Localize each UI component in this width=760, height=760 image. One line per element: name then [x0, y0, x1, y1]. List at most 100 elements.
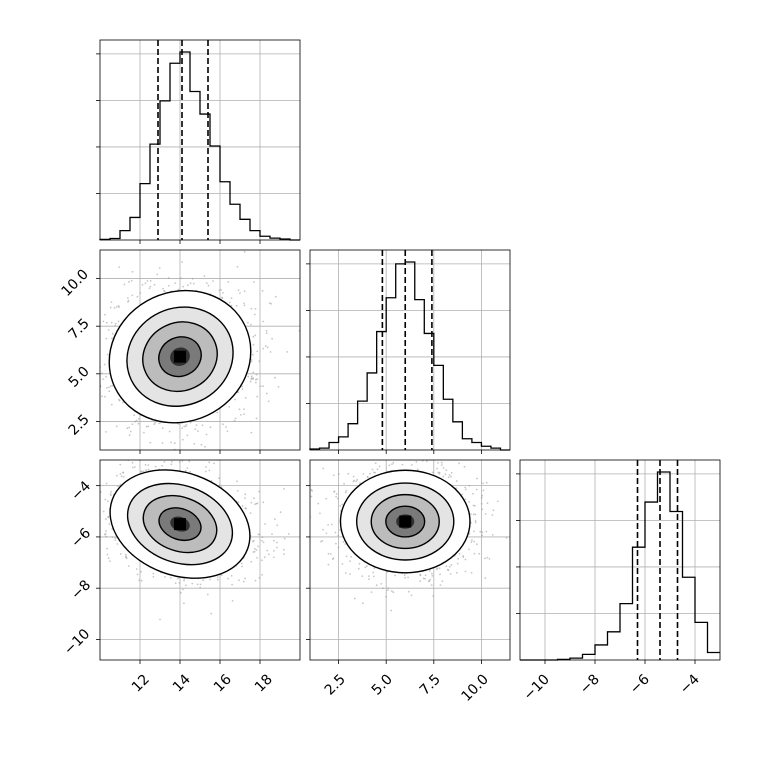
- scatter-point: [430, 584, 433, 586]
- scatter-point: [429, 570, 431, 572]
- scatter-point: [339, 505, 342, 507]
- scatter-point: [470, 541, 473, 543]
- tick-label: −6: [68, 525, 94, 551]
- scatter-point: [207, 284, 210, 287]
- scatter-point: [250, 560, 253, 563]
- scatter-point: [310, 495, 313, 498]
- scatter-point: [449, 573, 452, 575]
- scatter-point: [236, 490, 239, 492]
- scatter-point: [306, 541, 308, 543]
- scatter-point: [228, 301, 231, 304]
- histogram-step: [309, 261, 510, 451]
- scatter-point: [75, 442, 77, 444]
- scatter-point: [236, 480, 238, 483]
- scatter-point: [472, 492, 474, 495]
- scatter-point: [331, 523, 333, 526]
- scatter-point: [110, 321, 113, 324]
- scatter-point: [104, 313, 106, 316]
- scatter-point: [439, 584, 442, 586]
- scatter-point: [371, 468, 374, 471]
- scatter-point: [256, 557, 258, 559]
- scatter-point: [249, 512, 252, 514]
- scatter-point: [274, 376, 276, 379]
- scatter-point: [354, 457, 356, 459]
- scatter-point: [320, 540, 322, 543]
- scatter-point: [201, 424, 204, 427]
- scatter-point: [143, 454, 145, 456]
- scatter-point: [113, 307, 116, 309]
- scatter-point: [254, 307, 257, 310]
- scatter-point: [464, 558, 467, 561]
- scatter-point: [104, 498, 107, 501]
- scatter-point: [114, 324, 117, 327]
- scatter-point: [352, 480, 355, 483]
- scatter-point: [218, 289, 221, 292]
- scatter-point: [250, 501, 253, 504]
- scatter-point: [104, 395, 106, 398]
- scatter-point: [220, 288, 222, 291]
- scatter-point: [199, 586, 202, 589]
- scatter-point: [445, 469, 448, 472]
- tick-label: 18: [252, 672, 276, 696]
- scatter-point: [265, 392, 268, 395]
- scatter-point: [388, 464, 391, 467]
- scatter-point: [238, 579, 240, 582]
- contour-line: [109, 469, 251, 579]
- scatter-point: [88, 511, 90, 513]
- scatter-point: [325, 532, 328, 535]
- scatter-point: [481, 494, 484, 497]
- scatter-point: [368, 575, 370, 577]
- scatter-point: [142, 470, 145, 473]
- scatter-point: [106, 553, 109, 556]
- scatter-point: [127, 280, 130, 283]
- scatter-point: [237, 501, 240, 503]
- scatter-point: [479, 530, 482, 533]
- scatter-point: [264, 523, 266, 525]
- scatter-point: [216, 578, 219, 581]
- scatter-point: [67, 508, 69, 510]
- scatter-point: [437, 462, 439, 464]
- scatter-point: [131, 294, 134, 297]
- scatter-point: [491, 534, 494, 536]
- scatter-point: [107, 500, 109, 502]
- scatter-point: [89, 500, 91, 502]
- scatter-point: [342, 541, 345, 543]
- scatter-point: [105, 386, 108, 389]
- scatter-point: [468, 484, 471, 487]
- scatter-point: [103, 363, 106, 366]
- scatter-point: [81, 503, 83, 505]
- scatter-point: [227, 281, 230, 283]
- histogram-panel-1: [306, 249, 511, 454]
- scatter-point: [356, 478, 359, 481]
- scatter-point: [92, 319, 94, 321]
- scatter-point: [334, 531, 337, 534]
- scatter-point: [432, 595, 435, 597]
- scatter-point: [257, 545, 259, 548]
- scatter-point: [472, 513, 475, 516]
- scatter-point: [344, 491, 347, 494]
- scatter-point: [140, 570, 143, 573]
- scatter-point: [150, 452, 152, 454]
- scatter-point: [110, 490, 112, 493]
- scatter-point: [115, 425, 118, 428]
- scatter-point: [195, 424, 198, 426]
- scatter-point: [196, 583, 199, 586]
- scatter-point: [335, 542, 337, 545]
- scatter-point: [437, 471, 440, 474]
- scatter-point: [158, 422, 161, 425]
- scatter-point: [231, 583, 234, 586]
- scatter-point: [266, 549, 269, 552]
- tick-label: 10.0: [58, 266, 91, 299]
- scatter-point: [358, 562, 361, 565]
- scatter-point: [178, 461, 181, 463]
- scatter-point: [89, 506, 91, 508]
- scatter-point: [110, 403, 113, 406]
- scatter-point: [427, 580, 430, 583]
- scatter-point: [286, 351, 289, 353]
- scatter-point: [474, 513, 477, 516]
- scatter-point: [106, 321, 108, 324]
- scatter-point: [252, 539, 255, 542]
- scatter-point: [152, 575, 155, 578]
- scatter-point: [108, 523, 111, 525]
- scatter-point: [396, 456, 398, 458]
